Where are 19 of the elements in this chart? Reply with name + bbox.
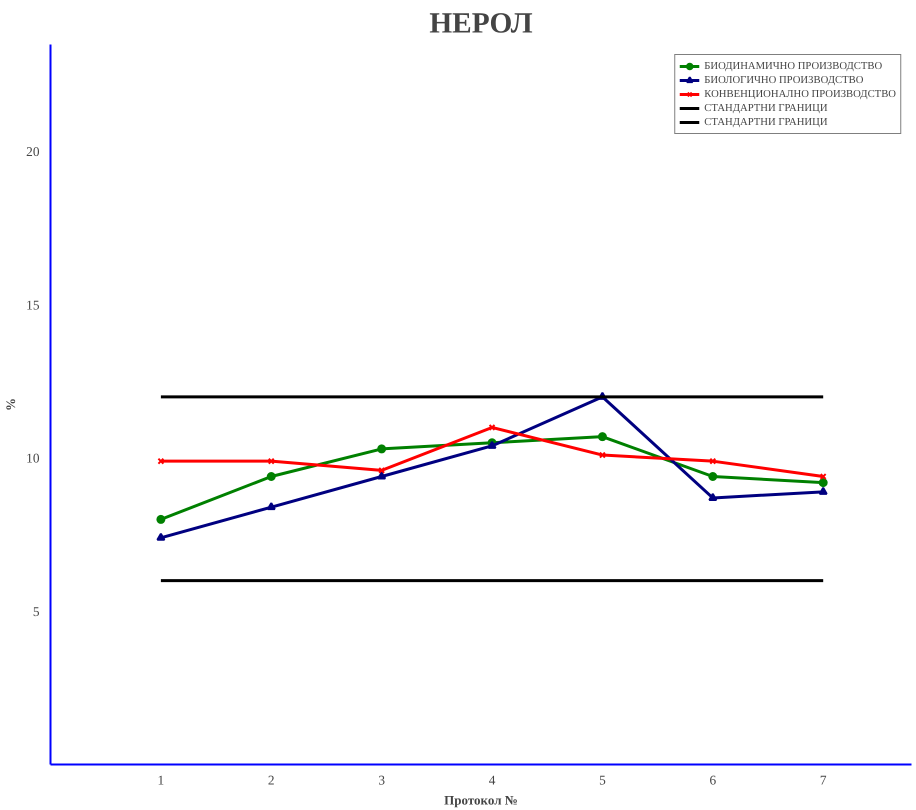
x-tick-label: 1 (158, 772, 164, 788)
x-tick-label: 2 (268, 772, 275, 788)
legend-label: СТАНДАРТНИ ГРАНИЦИ (704, 102, 828, 114)
y-tick-label: 10 (26, 450, 40, 466)
x-tick-label: 4 (488, 772, 496, 788)
y-tick-label: 15 (26, 297, 40, 312)
x-axis-title: Протокол № (444, 792, 518, 808)
chart-title: НЕРОЛ (429, 8, 533, 40)
legend-label: КОНВЕНЦИОНАЛНО ПРОИЗВОДСТВО (704, 88, 896, 100)
y-tick-label: 5 (32, 604, 40, 619)
x-tick-label: 6 (709, 772, 716, 788)
x-tick-label: 5 (599, 772, 606, 788)
legend-label: БИОЛОГИЧНО ПРОИЗВОДСТВО (704, 74, 864, 86)
legend-label: СТАНДАРТНИ ГРАНИЦИ (704, 116, 828, 128)
y-axis-title: % (3, 398, 18, 411)
x-tick-label: 7 (820, 772, 827, 788)
x-tick-label: 3 (378, 772, 386, 788)
y-tick-label: 20 (26, 144, 40, 160)
legend-label: БИОДИНАМИЧНО ПРОИЗВОДСТВО (704, 60, 882, 72)
